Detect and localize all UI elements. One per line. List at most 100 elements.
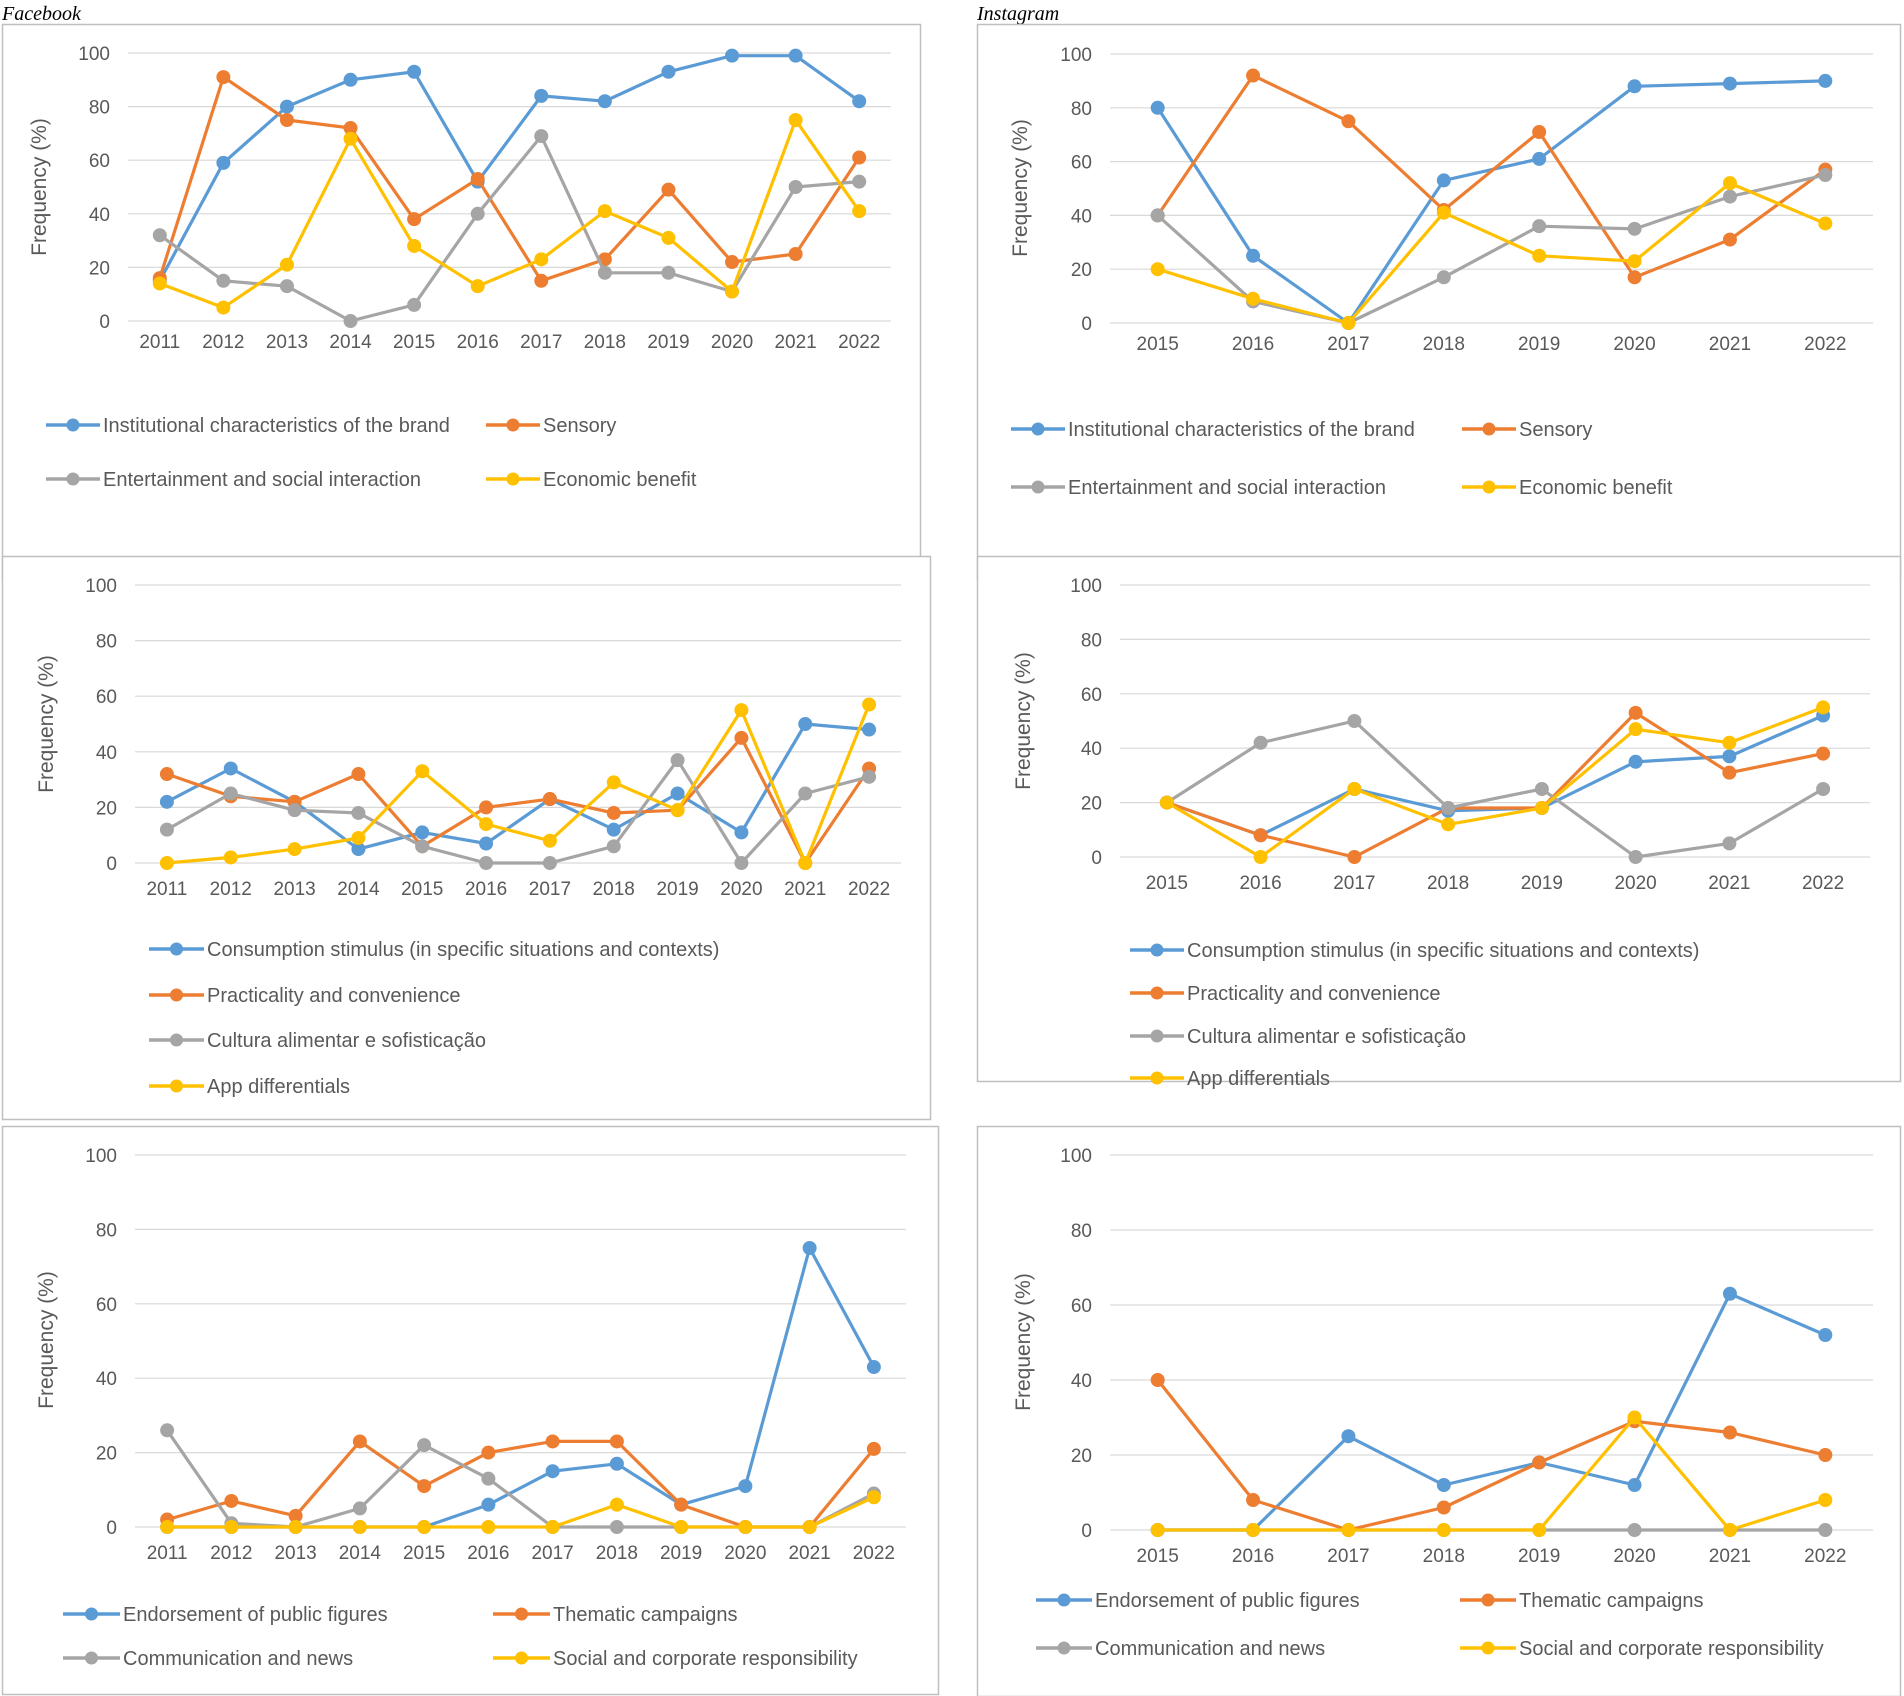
legend-item: Sensory (486, 415, 616, 437)
y-tick-label: 20 (1071, 260, 1092, 281)
x-tick-label: 2022 (853, 1543, 895, 1564)
y-tick-label: 20 (89, 258, 110, 279)
y-tick-label: 60 (1071, 1296, 1092, 1317)
data-point (609, 1456, 624, 1471)
data-point (159, 794, 174, 809)
data-point (606, 805, 621, 820)
y-tick-label: 40 (96, 743, 117, 764)
legend-swatch-marker (1031, 480, 1045, 494)
chart-frame (1, 23, 922, 581)
x-tick-label: 2011 (147, 1543, 188, 1564)
data-point (738, 1479, 753, 1494)
x-tick-label: 2022 (1804, 1546, 1846, 1567)
charts-group: 0 20 40 60 80 100 2011 2012 2013 2014 2015 2016 2017… (1, 23, 1902, 1696)
header-facebook: Facebook (1, 3, 82, 25)
data-point (734, 730, 749, 745)
data-point (1627, 254, 1642, 269)
data-point (417, 1479, 432, 1494)
data-point (1150, 1523, 1165, 1537)
series-line (1166, 711, 1824, 859)
data-point (470, 171, 485, 186)
x-tick-label: 2019 (1518, 1546, 1560, 1567)
data-point (534, 129, 549, 144)
data-point (479, 856, 494, 870)
data-point (1532, 248, 1547, 263)
data-point (597, 265, 612, 280)
data-point (407, 238, 422, 253)
chart-3: 0 20 40 60 80 100 2011 2012 2013 2014 2015 2016 2017… (1, 555, 932, 1121)
y-axis-label: Frequency (%) (35, 1271, 58, 1409)
legend-label: Endorsement of public figures (1095, 1590, 1360, 1612)
chart-6: 0 20 40 60 80 100 2015 2016 2017 2018 2019 2020 2021… (976, 1125, 1902, 1696)
data-point (725, 284, 740, 299)
data-point (1246, 291, 1261, 306)
x-tick-label: 2016 (1232, 1546, 1274, 1567)
data-point (606, 775, 621, 790)
chart-4: 0 20 40 60 80 100 2015 2016 2017 2018 2019 2020 2021… (976, 555, 1902, 1090)
y-tick-label: 60 (96, 687, 117, 708)
series-line (166, 722, 870, 851)
legend-swatch-marker (1481, 1593, 1495, 1607)
series-yellow (159, 697, 877, 870)
y-tick-label: 80 (89, 98, 110, 119)
legend-item: Practicality and convenience (149, 985, 460, 1007)
y-axis-label: Frequency (%) (1009, 119, 1032, 257)
data-point (351, 767, 366, 782)
data-point (351, 830, 366, 845)
series-line (1156, 1379, 1826, 1532)
y-tick-label: 0 (106, 854, 117, 875)
data-point (152, 228, 167, 243)
data-point (279, 113, 294, 127)
legend-label: App differentials (1187, 1068, 1330, 1090)
data-point (734, 856, 749, 870)
legend-label: Sensory (1519, 419, 1592, 441)
data-point (1341, 1523, 1356, 1537)
legend-item: Economic benefit (1462, 477, 1673, 499)
data-point (609, 1434, 624, 1449)
data-point (279, 99, 294, 114)
data-point (734, 703, 749, 718)
data-point (534, 88, 549, 103)
series-line (167, 1495, 875, 1529)
data-point (670, 803, 685, 818)
data-point (606, 822, 621, 837)
legend-label: Sensory (543, 415, 616, 437)
x-tick-label: 2017 (1327, 334, 1369, 355)
y-tick-label: 0 (99, 312, 110, 333)
legend-item: Institutional characteristics of the bra… (1011, 419, 1415, 441)
data-point (1436, 205, 1451, 220)
legend-item: Communication and news (63, 1648, 353, 1670)
y-tick-label: 40 (1071, 206, 1092, 227)
data-point (852, 150, 867, 165)
x-tick-label: 2015 (393, 332, 435, 353)
series-yellow (152, 113, 867, 315)
data-point (352, 1501, 367, 1516)
legend: Institutional characteristics of the bra… (46, 415, 697, 491)
data-point (417, 1520, 432, 1534)
data-point (545, 1520, 560, 1534)
data-point (670, 786, 685, 801)
data-point (1722, 836, 1737, 851)
series-yellow (1159, 700, 1831, 864)
data-point (407, 64, 422, 79)
data-point (1816, 746, 1831, 761)
y-tick-label: 60 (89, 151, 110, 172)
data-point (1818, 216, 1833, 231)
data-point (1253, 850, 1268, 864)
x-tick-label: 2022 (838, 332, 880, 353)
data-point (788, 247, 803, 261)
data-point (1441, 817, 1456, 832)
data-point (1532, 125, 1547, 140)
x-tick-label: 2013 (273, 879, 315, 900)
series-line (1157, 1415, 1826, 1532)
x-tick-label: 2022 (1802, 873, 1844, 894)
series-line (1166, 719, 1824, 859)
data-point (1818, 1328, 1833, 1342)
x-tick-label: 2021 (1709, 1546, 1751, 1567)
y-tick-label: 100 (78, 44, 110, 65)
legend-label: Institutional characteristics of the bra… (1068, 419, 1415, 441)
legend-swatch-marker (85, 1607, 98, 1621)
x-tick-label: 2020 (1613, 1546, 1655, 1567)
data-point (288, 1520, 303, 1534)
data-point (1341, 114, 1356, 129)
